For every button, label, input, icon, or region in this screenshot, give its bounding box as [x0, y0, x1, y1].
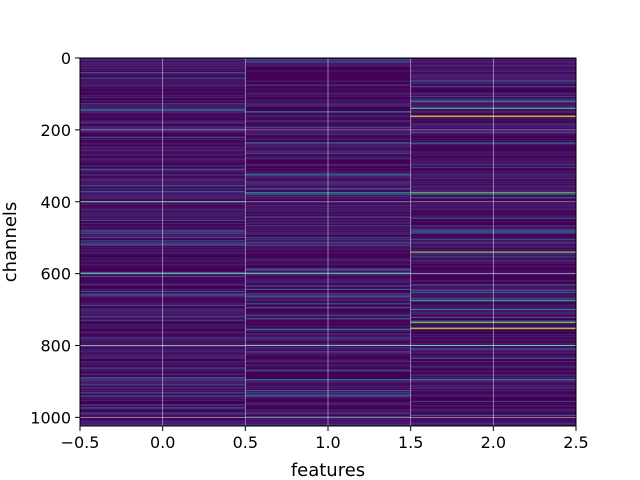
x-axis-ticks: −0.5 0.0 0.5 1.0 1.5 2.0 2.5: [61, 426, 589, 452]
x-axis-label: features: [291, 460, 365, 480]
y-axis-label: channels: [0, 202, 21, 283]
x-tick-label: 0.5: [233, 433, 258, 452]
y-tick-label: 800: [40, 337, 71, 356]
x-tick-label: 0.0: [150, 433, 175, 452]
x-tick-label: 2.5: [563, 433, 588, 452]
y-tick-label: 400: [40, 193, 71, 212]
x-tick-label: 1.5: [398, 433, 423, 452]
y-axis-ticks: 0 200 400 600 800 1000: [30, 49, 80, 427]
x-tick-label: −0.5: [61, 433, 100, 452]
y-tick-label: 600: [40, 265, 71, 284]
x-tick-label: 1.0: [315, 433, 340, 452]
x-tick-label: 2.0: [481, 433, 506, 452]
y-tick-label: 0: [61, 49, 71, 68]
y-tick-label: 200: [40, 121, 71, 140]
y-tick-label: 1000: [30, 408, 71, 427]
